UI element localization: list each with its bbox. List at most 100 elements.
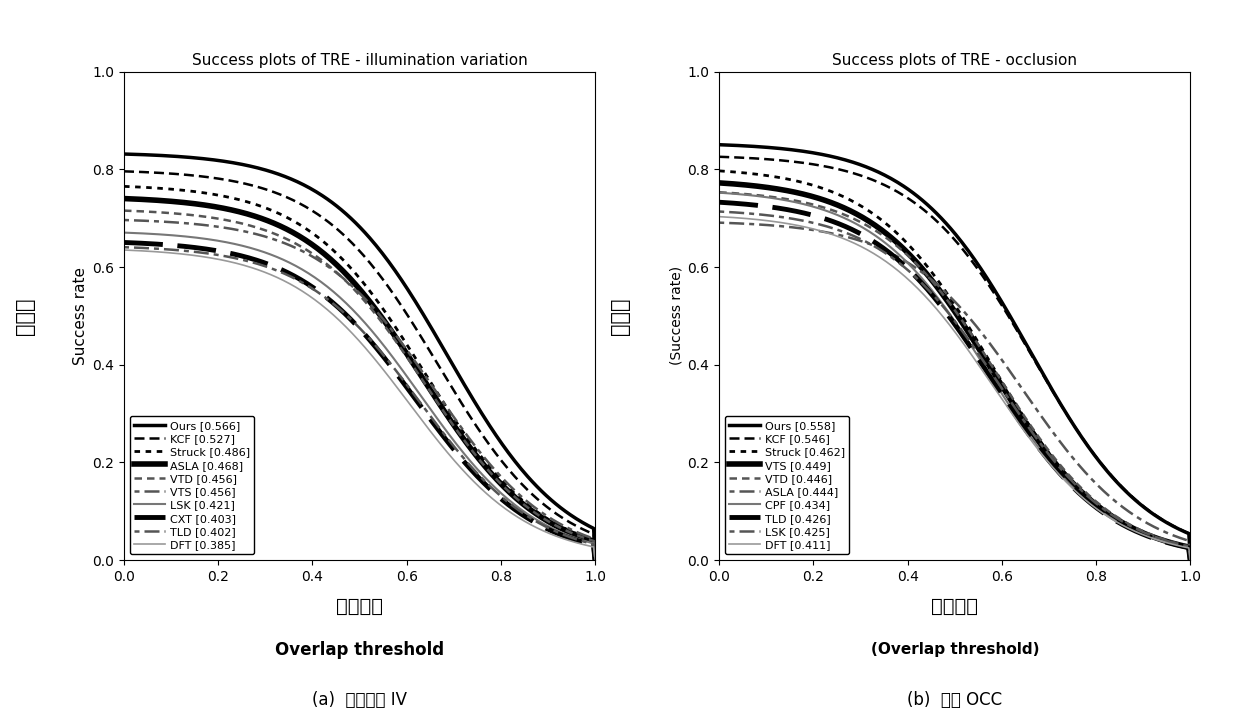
VTS [0.449] — [1138, 530, 1153, 538]
TLD [0.426] — [992, 387, 1007, 396]
VTS [0.456] — [117, 215, 131, 224]
LSK [0.425] — [992, 381, 1007, 390]
KCF [0.527] — [513, 479, 528, 488]
LSK [0.425] — [1001, 393, 1016, 401]
TLD [0.426] — [1001, 399, 1016, 408]
VTD [0.446] — [1001, 386, 1016, 395]
DFT [0.411] — [1109, 518, 1123, 526]
Line: DFT [0.385]: DFT [0.385] — [124, 250, 595, 560]
KCF [0.527] — [543, 505, 558, 514]
Ours [0.566] — [405, 292, 420, 301]
LSK [0.425] — [1138, 529, 1153, 538]
VTS [0.456] — [543, 514, 558, 523]
VTS [0.456] — [513, 492, 528, 500]
CXT [0.403] — [118, 238, 133, 247]
Ours [0.566] — [513, 465, 528, 473]
Text: 覆盖阈值: 覆盖阈值 — [931, 597, 978, 616]
Struck [0.462] — [1001, 387, 1016, 396]
KCF [0.527] — [117, 167, 131, 176]
VTS [0.456] — [118, 216, 133, 225]
CXT [0.403] — [513, 510, 528, 518]
Line: DFT [0.411]: DFT [0.411] — [719, 217, 1190, 560]
Line: KCF [0.546]: KCF [0.546] — [719, 157, 1190, 560]
Struck [0.462] — [712, 167, 727, 175]
VTS [0.456] — [588, 556, 603, 564]
Struck [0.486] — [588, 556, 603, 564]
VTD [0.446] — [991, 371, 1006, 380]
KCF [0.546] — [992, 298, 1007, 307]
Struck [0.486] — [397, 337, 412, 345]
Struck [0.486] — [118, 182, 133, 191]
TLD [0.402] — [588, 556, 603, 564]
Struck [0.486] — [513, 495, 528, 503]
VTS [0.456] — [396, 340, 410, 349]
Struck [0.486] — [396, 334, 410, 342]
KCF [0.546] — [1183, 556, 1198, 564]
Ours [0.558] — [1183, 556, 1198, 564]
Text: (a)  光照变化 IV: (a) 光照变化 IV — [312, 691, 407, 709]
Line: LSK [0.425]: LSK [0.425] — [719, 212, 1190, 560]
DFT [0.411] — [712, 213, 727, 221]
TLD [0.402] — [396, 376, 410, 384]
LSK [0.425] — [713, 208, 728, 216]
TLD [0.402] — [543, 525, 558, 533]
Struck [0.462] — [992, 373, 1007, 382]
LSK [0.421] — [117, 228, 131, 237]
Ours [0.558] — [991, 292, 1006, 300]
ASLA [0.444] — [1183, 556, 1198, 564]
TLD [0.426] — [1183, 556, 1198, 564]
Ours [0.558] — [992, 294, 1007, 303]
VTD [0.456] — [397, 349, 412, 358]
KCF [0.527] — [396, 304, 410, 312]
VTD [0.456] — [513, 498, 528, 507]
ASLA [0.444] — [992, 353, 1007, 361]
VTS [0.449] — [712, 179, 727, 187]
TLD [0.426] — [713, 198, 728, 207]
KCF [0.527] — [118, 167, 133, 176]
DFT [0.385] — [543, 530, 558, 538]
TLD [0.426] — [712, 198, 727, 207]
VTS [0.456] — [405, 353, 420, 362]
ASLA [0.444] — [1001, 363, 1016, 372]
CXT [0.403] — [543, 526, 558, 535]
CPF [0.434] — [1109, 517, 1123, 526]
Line: ASLA [0.468]: ASLA [0.468] — [124, 199, 595, 560]
Title: Success plots of TRE - illumination variation: Success plots of TRE - illumination vari… — [192, 53, 527, 68]
DFT [0.385] — [513, 515, 528, 523]
Ours [0.558] — [1001, 307, 1016, 316]
ASLA [0.444] — [713, 218, 728, 227]
Line: Struck [0.486]: Struck [0.486] — [124, 187, 595, 560]
Ours [0.566] — [396, 278, 410, 286]
Ours [0.566] — [588, 556, 603, 564]
VTD [0.446] — [1138, 528, 1153, 537]
LSK [0.421] — [405, 380, 420, 388]
Line: VTD [0.446]: VTD [0.446] — [719, 192, 1190, 560]
CPF [0.434] — [992, 386, 1007, 395]
Text: (b)  遮挡 OCC: (b) 遮挡 OCC — [908, 691, 1002, 709]
CXT [0.403] — [397, 380, 412, 388]
Ours [0.558] — [1109, 477, 1123, 486]
VTD [0.446] — [992, 374, 1007, 383]
Line: Ours [0.566]: Ours [0.566] — [124, 154, 595, 560]
VTD [0.446] — [1109, 512, 1123, 521]
Struck [0.462] — [1183, 556, 1198, 564]
Line: VTD [0.456]: VTD [0.456] — [124, 210, 595, 560]
VTS [0.449] — [991, 376, 1006, 384]
Legend: Ours [0.566], KCF [0.527], Struck [0.486], ASLA [0.468], VTD [0.456], VTS [0.456: Ours [0.566], KCF [0.527], Struck [0.486… — [129, 416, 254, 554]
LSK [0.425] — [991, 378, 1006, 387]
Line: TLD [0.426]: TLD [0.426] — [719, 202, 1190, 560]
Struck [0.462] — [991, 371, 1006, 380]
DFT [0.411] — [991, 389, 1006, 398]
Ours [0.566] — [117, 150, 131, 159]
Y-axis label: Success rate: Success rate — [73, 267, 88, 365]
TLD [0.402] — [118, 243, 133, 251]
DFT [0.411] — [992, 391, 1007, 400]
VTS [0.449] — [713, 179, 728, 187]
ASLA [0.468] — [118, 195, 133, 203]
Y-axis label: (Success rate): (Success rate) — [670, 266, 683, 365]
VTD [0.446] — [712, 188, 727, 197]
KCF [0.546] — [713, 152, 728, 161]
TLD [0.426] — [991, 385, 1006, 393]
VTS [0.449] — [1183, 556, 1198, 564]
DFT [0.385] — [396, 391, 410, 399]
